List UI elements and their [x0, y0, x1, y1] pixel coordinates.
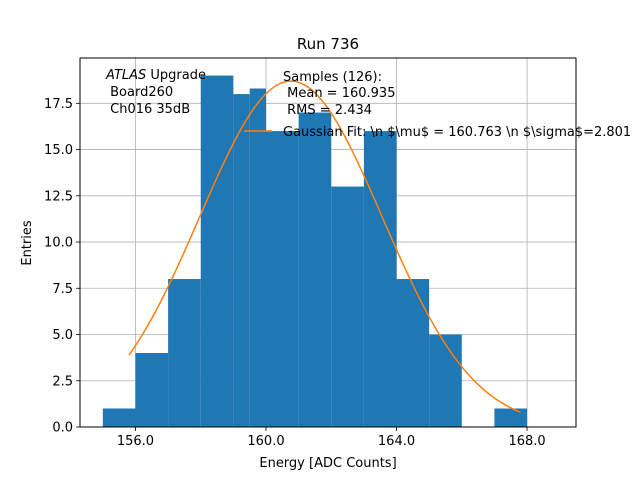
chart-title: Run 736 — [297, 35, 359, 53]
x-tick-label: 168.0 — [508, 434, 545, 449]
legend-samples-line2: Mean = 160.935 — [283, 86, 395, 101]
channel-label: Ch016 35dB — [106, 102, 190, 117]
y-tick-label: 12.5 — [44, 189, 73, 204]
histogram-bar — [494, 408, 528, 427]
x-tick-label: 160.0 — [247, 434, 284, 449]
y-axis-label: Entries — [20, 220, 35, 266]
y-tick-label: 2.5 — [52, 374, 73, 389]
legend: Samples (126): Mean = 160.935 RMS = 2.43… — [244, 70, 631, 140]
legend-fit-label: Gaussian Fit: \n $\mu$ = 160.763 \n $\si… — [283, 125, 631, 140]
x-axis-label: Energy [ADC Counts] — [259, 456, 396, 471]
atlas-label: ATLAS — [105, 68, 146, 83]
legend-samples-line1: Samples (126): — [283, 70, 382, 85]
histogram-bar — [168, 279, 201, 427]
gaussian-fit-line — [128, 80, 521, 413]
x-tick-label: 164.0 — [378, 434, 415, 449]
x-tick-label: 156.0 — [117, 434, 154, 449]
y-tick-label: 7.5 — [52, 282, 73, 297]
histogram-bar — [249, 88, 266, 427]
y-tick-label: 0.0 — [52, 421, 73, 436]
histogram-bar — [200, 75, 234, 428]
y-axis-ticks: 0.0 2.5 5.0 7.5 10.0 12.5 15.0 17.5 — [44, 97, 80, 436]
histogram-bars — [102, 75, 528, 428]
histogram-bar — [363, 131, 397, 427]
y-tick-label: 10.0 — [44, 236, 73, 251]
y-tick-label: 5.0 — [52, 328, 73, 343]
histogram-bar — [233, 94, 250, 427]
upgrade-label: Upgrade — [146, 68, 206, 83]
histogram-bar — [298, 112, 332, 428]
histogram-bar — [331, 186, 364, 427]
x-axis-ticks: 156.0 160.0 164.0 168.0 — [117, 427, 546, 449]
svg-text:ATLAS Upgrade: ATLAS Upgrade — [105, 68, 206, 83]
atlas-annotation: ATLAS Upgrade Board260 Ch016 35dB — [105, 68, 206, 117]
histogram-bar — [102, 408, 136, 427]
plot-frame — [79, 57, 577, 428]
histogram-bar — [135, 353, 169, 427]
y-tick-label: 15.0 — [44, 143, 73, 158]
histogram-bar — [396, 279, 430, 427]
histogram-bar — [266, 131, 299, 427]
histogram-bar — [429, 334, 462, 427]
legend-samples-line3: RMS = 2.434 — [283, 103, 372, 118]
board-label: Board260 — [106, 85, 173, 100]
y-tick-label: 17.5 — [44, 97, 73, 112]
